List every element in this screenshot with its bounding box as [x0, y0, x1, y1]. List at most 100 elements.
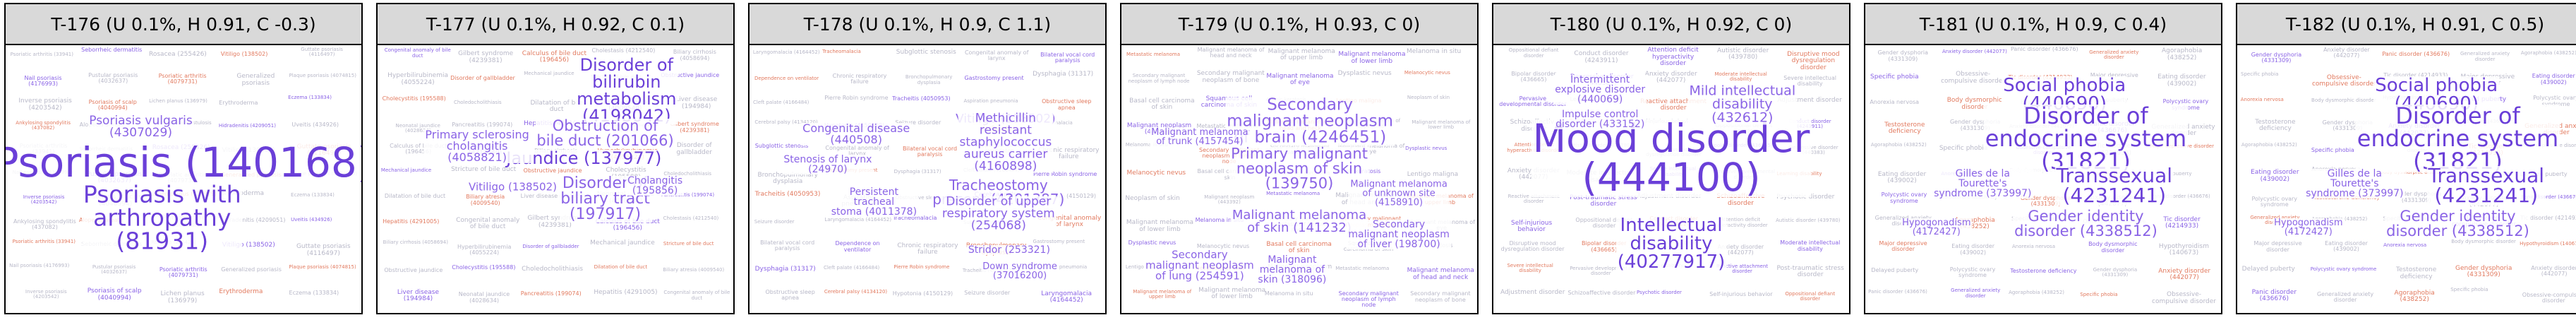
cloud-term: Testosterone deficiency [2241, 119, 2309, 133]
cloud-term: Disruptive mood dysregulation disorder [1499, 241, 1567, 253]
cloud-term: Hyperbilirubinemia (4055224) [450, 244, 518, 256]
cloud-term: Inverse psoriasis (4203542) [10, 195, 78, 206]
cloud-term: Autistic disorder (439780) [1709, 48, 1777, 61]
cloud-term: Agoraphobia (438252) [2009, 290, 2064, 295]
cloud-term: Psychotic disorder [1637, 290, 1682, 295]
cloud-term: Oppositional defiant disorder [1500, 48, 1567, 59]
cloud-term: Obsessive-compulsive disorder [1939, 71, 2007, 85]
cloud-term: Subglottic stenosis [896, 49, 956, 56]
cloud-term: Biliary atresia (4009540) [452, 194, 519, 206]
cloud-term: Nail psoriasis (4176993) [9, 76, 77, 88]
cloud-term: Conduct disorder (4243911) [1567, 51, 1635, 64]
cloud-term: Secondary malignant neoplasm of bone [1407, 291, 1474, 303]
cloud-term: Erythroderma [219, 289, 263, 295]
cloud-term: Metastatic melanoma [1266, 191, 1320, 196]
cloud-term-prominent: Psoriasis (140168) [6, 142, 361, 183]
panel-title: T-178 (U 0.1%, H 0.9, C 1.1) [750, 4, 1105, 45]
cloud-term: Eczema (133834) [288, 95, 332, 100]
cloud-term-prominent: Vitiligo (138502) [467, 182, 558, 193]
cloud-term-prominent: Down syndrome (37016200) [981, 262, 1059, 280]
cloud-term: Anxiety disorder (442077) [1942, 49, 2007, 54]
cloud-term: Metastatic melanoma [1126, 52, 1180, 57]
cloud-term: Polycystic ovary syndrome [2241, 196, 2309, 208]
topic-panel: T-177 (U 0.1%, H 0.92, C 0.1) Congenital … [376, 3, 735, 314]
cloud-term: Congenital anomaly of bile duct [454, 218, 522, 231]
cloud-term: Psoriatic arthritis (33941) [11, 52, 73, 57]
cloud-term: Dysplastic nevus [1338, 71, 1392, 77]
cloud-term: Malignant melanoma of lower limb [1338, 52, 1406, 65]
cloud-term: Secondary malignant neoplasm of lymph no… [1125, 73, 1193, 84]
cloud-term: Choledocholithiasis [522, 266, 583, 273]
cloud-term: Pancreatitis (199074) [521, 291, 582, 297]
cloud-term-prominent: Disorder of upper respiratory system (25… [941, 196, 1057, 232]
cloud-term-prominent: Secondary malignant neoplasm of lung (25… [1144, 250, 1256, 282]
cloud-term: Malignant neoplasm (443392) [1196, 195, 1263, 206]
cloud-term: Body dysmorphic disorder [2451, 239, 2516, 244]
cloud-term-prominent: Obstruction of bile duct (201066) [535, 119, 675, 148]
cloud-term: Eczema (133834) [289, 290, 339, 296]
cloud-term-prominent: Impulse control disorder (433152) [1554, 109, 1646, 129]
cloud-term-prominent: Malignant melanoma of trunk (4157454) [1150, 128, 1249, 146]
cloud-term-prominent: Disorder of endocrine system (31821) [2356, 105, 2560, 172]
cloud-term: Major depressive disorder [2244, 241, 2312, 253]
cloud-term: Self-injurious behavior [1709, 292, 1772, 297]
topic-panel: T-178 (U 0.1%, H 0.9, C 1.1) Laryngomalac… [748, 3, 1107, 314]
cloud-term: Panic disorder (436676) [2240, 290, 2308, 303]
cloud-term: Melanocytic nevus [1126, 170, 1186, 177]
cloud-term: Testosterone deficiency [1871, 122, 1939, 136]
cloud-term: Obsessive-compulsive disorder [2310, 75, 2378, 88]
cloud-term: Eating disorder (439002) [1939, 244, 2007, 256]
cloud-term: Self-injurious behavior [1498, 220, 1565, 234]
cloud-term: Bilateral vocal cord paralysis [754, 240, 821, 252]
word-cloud: Oppositional defiant disorder Conduct dis… [1493, 45, 1849, 313]
cloud-term: Malignant melanoma of upper limb [1268, 49, 1335, 62]
cloud-term-prominent: Disorder of endocrine system (31821) [1984, 105, 2188, 172]
cloud-term: Pierre Robin syndrome [893, 265, 949, 270]
cloud-term: Major depressive disorder [1870, 241, 1937, 253]
cloud-term: Uveitis (434926) [291, 122, 339, 128]
cloud-term: Agoraphobia (438252) [2241, 143, 2297, 148]
cloud-term: Dysphagia (31317) [1033, 71, 1093, 78]
cloud-term: Lentigo maligna [1407, 172, 1458, 178]
cloud-term: Tracheomalacia [822, 49, 861, 54]
cloud-term: Tracheitis (4050953) [755, 191, 821, 198]
cloud-term-prominent: Transsexual (4231241) [2055, 166, 2174, 206]
cloud-term: Hypotonia (4150129) [893, 291, 953, 297]
cloud-term: Testosterone deficiency [2010, 268, 2076, 274]
cloud-term: Bronchopulmonary dysplasia [895, 75, 963, 85]
cloud-term: Delayed puberty [1871, 268, 1918, 273]
cloud-term: Biliary atresia (4009540) [663, 268, 724, 273]
cloud-term-prominent: Intellectual disability (40277917) [1616, 216, 1727, 271]
topic-panel: T-179 (U 0.1%, H 0.93, C 0) Metastatic me… [1120, 3, 1479, 314]
cloud-term: Gender dysphoria (4331309) [1869, 50, 1937, 62]
cloud-term: Specific phobia [2241, 72, 2278, 77]
cloud-term: Ankylosing spondylitis (437082) [9, 121, 77, 131]
cloud-term: Eczema (133834) [291, 193, 335, 198]
cloud-term: Post-traumatic stress disorder [1776, 266, 1844, 279]
cloud-term: Lichen planus (136979) [149, 291, 217, 304]
cloud-term: Congenital anomaly of bile duct [663, 290, 730, 301]
cloud-term: Seizure disorder [754, 220, 795, 225]
cloud-term: Obstructive jaundice [524, 168, 582, 174]
cloud-term: Bilateral vocal cord paralysis [1034, 52, 1102, 64]
topic-panel: T-182 (U 0.1%, H 0.91, C 0.5) Gender dysp… [2236, 3, 2576, 314]
cloud-term: Metastatic melanoma [1335, 266, 1389, 271]
cloud-term: Pustular psoriasis (4032637) [79, 73, 147, 85]
cloud-term-prominent: Gilles de la Tourette's syndrome (373997… [2304, 169, 2405, 198]
cloud-term: Specific phobia [2311, 148, 2354, 153]
cloud-term: Basal cell carcinoma of skin [1128, 98, 1196, 112]
cloud-term: Gender dysphoria (4331309) [2081, 268, 2149, 278]
cloud-term: Malignant melanoma of lower limb [1126, 220, 1193, 233]
cloud-term: Psoriatic arthritis (4079731) [149, 73, 217, 85]
cloud-term: Specific phobia [2450, 288, 2488, 292]
cloud-term: Rosacea (255426) [149, 52, 207, 58]
cloud-term: Anorexia nervosa [2383, 243, 2426, 248]
cloud-term: Laryngomalacia (4164452) [1033, 291, 1100, 304]
cloud-term: Inverse psoriasis (4203542) [12, 290, 80, 300]
cloud-term: Chronic respiratory failure [826, 73, 893, 85]
cloud-term: Plaque psoriasis (4074815) [289, 73, 356, 78]
cloud-term: Cerebral palsy (4134120) [824, 290, 887, 295]
cloud-term: Pierre Robin syndrome [824, 95, 888, 101]
cloud-term: Neoplasm of skin [1125, 196, 1179, 202]
cloud-term: Secondary malignant neoplasm of bone [1197, 71, 1265, 84]
